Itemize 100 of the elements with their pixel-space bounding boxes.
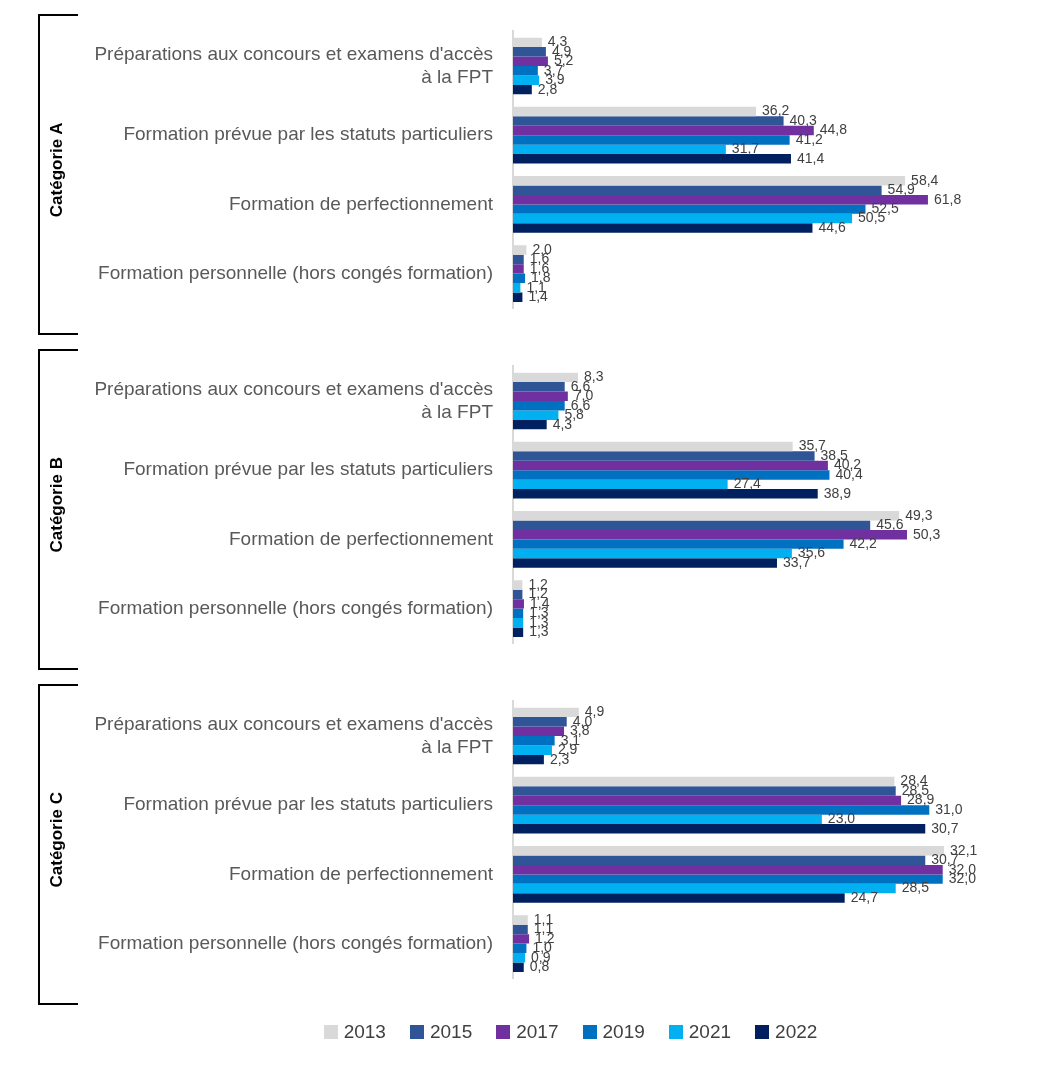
y-axis-title: Catégorie A xyxy=(46,122,66,218)
bar xyxy=(513,47,546,57)
data-label: 31,0 xyxy=(935,800,963,817)
y-tick-label: Formation personnelle (hors congés formation) xyxy=(98,261,493,283)
bar xyxy=(513,135,790,145)
bar xyxy=(513,745,552,755)
y-tick-label: Formation prévue par les statuts particuliers xyxy=(123,123,493,145)
data-label: 40,3 xyxy=(789,111,818,128)
bar xyxy=(513,824,926,834)
bar xyxy=(513,75,540,85)
bar xyxy=(513,786,896,796)
bar xyxy=(513,194,928,205)
bar xyxy=(513,627,524,637)
bar xyxy=(513,264,524,274)
bar xyxy=(513,144,726,155)
legend-label: 2017 xyxy=(516,1021,559,1043)
bar xyxy=(513,116,784,126)
bar xyxy=(513,795,902,806)
data-label: 49,3 xyxy=(905,506,933,523)
bar xyxy=(513,736,555,746)
data-label: 45,6 xyxy=(876,516,904,533)
bar xyxy=(513,479,728,490)
bar xyxy=(513,814,822,825)
bar xyxy=(513,953,526,963)
bar xyxy=(513,410,559,420)
legend-label: 2021 xyxy=(688,1021,732,1043)
bar xyxy=(513,154,791,164)
bar xyxy=(513,419,547,430)
data-label: 36,2 xyxy=(762,102,790,119)
bar xyxy=(513,254,524,265)
legend-label: 2013 xyxy=(343,1021,386,1043)
bar xyxy=(513,754,544,765)
y-tick-label: Formation personnelle (hors congés formation) xyxy=(98,596,493,618)
bar xyxy=(513,273,526,284)
bar xyxy=(513,539,844,549)
bar xyxy=(513,805,930,815)
y-tick-label: Formation de perfectionnement xyxy=(228,862,494,884)
bar xyxy=(513,943,527,954)
bar xyxy=(513,893,845,903)
bar xyxy=(513,185,882,195)
data-label: 31,7 xyxy=(731,140,760,157)
legend-label: 2015 xyxy=(429,1021,473,1043)
data-label: 27,4 xyxy=(733,475,762,492)
bar xyxy=(513,84,532,95)
bar xyxy=(513,717,567,727)
bar xyxy=(513,962,524,972)
bar xyxy=(513,66,538,76)
bar xyxy=(513,608,524,619)
bar xyxy=(513,618,524,628)
legend-label: 2019 xyxy=(602,1021,645,1043)
bar xyxy=(513,855,926,865)
data-label: 42,2 xyxy=(849,534,878,551)
y-tick-label: Formation de perfectionnement xyxy=(228,527,494,549)
bar xyxy=(513,529,908,540)
data-label: 44,6 xyxy=(818,218,846,235)
bar xyxy=(513,489,818,499)
bar xyxy=(513,874,943,884)
y-tick-label: Formation prévue par les statuts particuliers xyxy=(123,793,493,815)
bar xyxy=(513,451,815,461)
y-axis-title: Catégorie B xyxy=(46,457,66,553)
bar xyxy=(513,548,792,559)
data-label: 1,1 xyxy=(533,910,554,927)
data-label: 38,9 xyxy=(823,484,852,501)
bar xyxy=(513,924,528,935)
bar xyxy=(513,125,814,136)
bar xyxy=(513,934,530,944)
bar xyxy=(513,599,524,609)
bar xyxy=(513,864,943,875)
bar xyxy=(513,223,813,233)
y-tick-label: Préparations aux concours et examens d'accès à la FPT xyxy=(94,377,494,422)
bar xyxy=(513,883,896,894)
bar xyxy=(513,213,853,224)
data-label: 28,5 xyxy=(901,879,930,896)
data-label: 23,0 xyxy=(827,810,856,827)
data-label: 61,8 xyxy=(933,190,962,207)
y-tick-label: Formation personnelle (hors congés formation) xyxy=(98,931,493,953)
y-tick-label: Formation de perfectionnement xyxy=(228,192,494,214)
data-label: 24,7 xyxy=(850,888,879,905)
bar xyxy=(513,56,548,66)
bar xyxy=(513,558,777,568)
legend-label: 2022 xyxy=(775,1021,818,1043)
bar xyxy=(513,460,828,471)
bar xyxy=(513,382,565,392)
bar xyxy=(513,520,871,530)
y-tick-label: Préparations aux concours et examens d'accès à la FPT xyxy=(94,712,494,757)
bar xyxy=(513,204,866,214)
bar xyxy=(513,470,830,480)
y-tick-label: Préparations aux concours et examens d'accès à la FPT xyxy=(94,42,494,87)
bar xyxy=(513,401,565,411)
bar xyxy=(513,726,565,736)
bar xyxy=(513,391,568,401)
data-label: 41,4 xyxy=(796,149,825,166)
bar xyxy=(513,292,523,302)
bar xyxy=(513,283,521,293)
y-tick-label: Formation prévue par les statuts particuliers xyxy=(123,458,493,480)
y-axis-title: Catégorie C xyxy=(46,792,66,888)
data-label: 30,7 xyxy=(931,819,959,836)
data-label: 50,3 xyxy=(913,525,941,542)
data-label: 1,2 xyxy=(528,575,549,592)
bar xyxy=(513,589,523,600)
